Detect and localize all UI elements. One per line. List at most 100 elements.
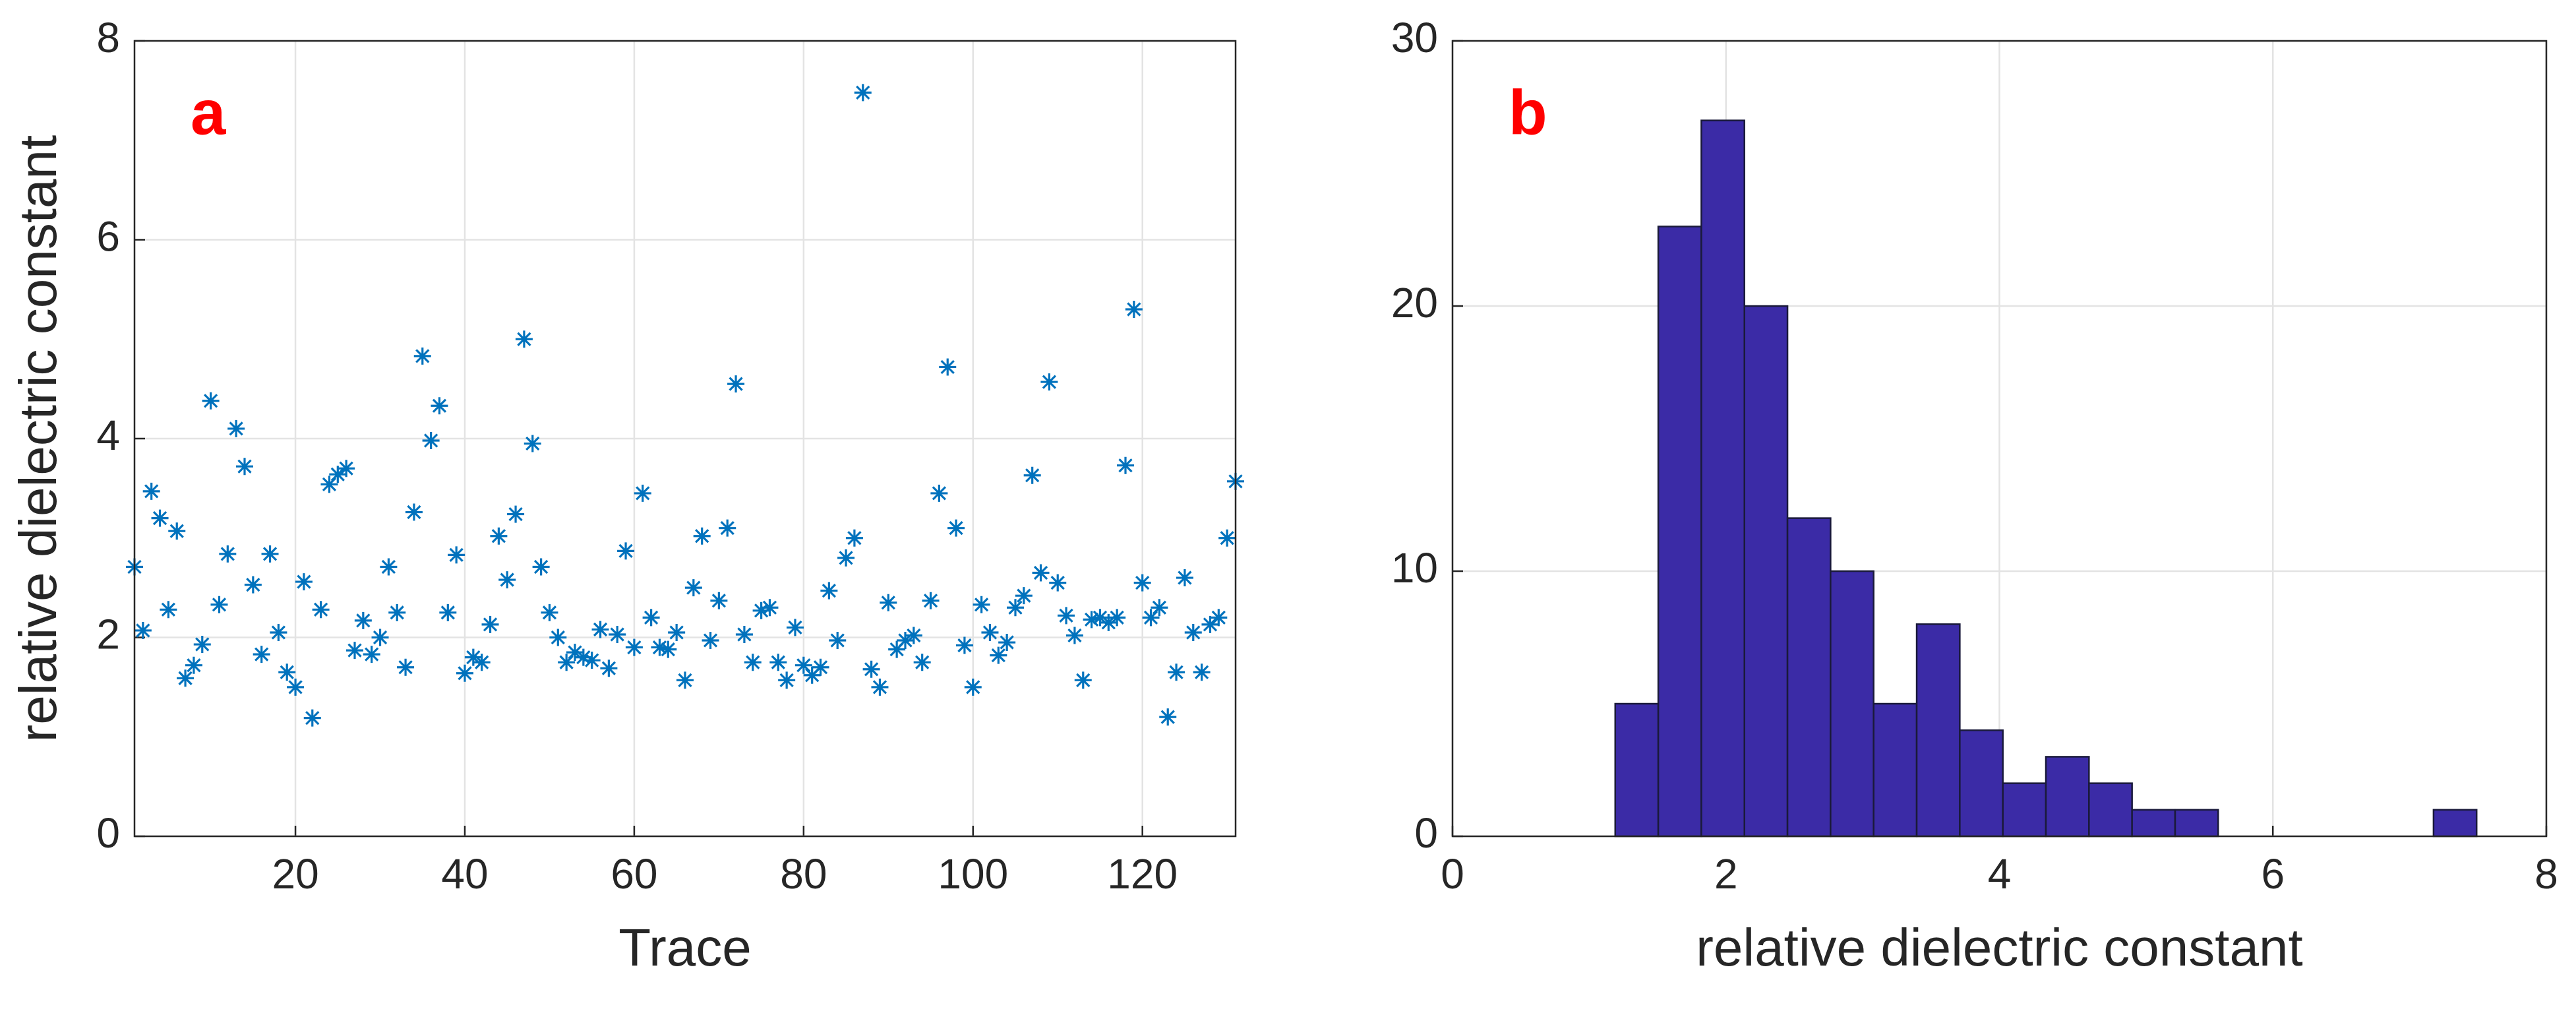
x-tick-label: 20 (272, 850, 318, 898)
data-point (168, 522, 186, 540)
y-tick-label: 2 (96, 610, 120, 658)
data-point (820, 582, 838, 600)
data-point (922, 592, 940, 609)
data-point (448, 546, 465, 564)
data-point (625, 638, 643, 656)
data-point (287, 678, 305, 696)
data-point (591, 621, 609, 638)
data-point (1168, 663, 1185, 681)
x-tick-label: 4 (1988, 850, 2012, 898)
data-point (210, 596, 228, 613)
histogram-bar (2088, 782, 2133, 838)
data-point (829, 632, 847, 650)
data-point (761, 599, 779, 617)
data-point (431, 397, 448, 415)
data-point (405, 503, 423, 521)
x-tick-label: 60 (611, 850, 657, 898)
data-point (880, 594, 897, 611)
data-point (981, 623, 999, 641)
data-point (1108, 609, 1126, 627)
data-point (346, 642, 363, 660)
data-point (363, 646, 380, 663)
data-point (752, 601, 770, 619)
data-point (973, 596, 990, 613)
data-point (744, 654, 762, 671)
histogram-bar (1786, 517, 1832, 838)
data-point (1184, 623, 1202, 641)
histogram-bar (2174, 809, 2219, 838)
histogram-bar (1872, 702, 1918, 838)
data-point (219, 545, 237, 563)
data-point (574, 648, 592, 666)
data-point (659, 640, 677, 658)
data-point (905, 627, 922, 644)
y-axis-label: relative dielectric constant (9, 135, 67, 742)
data-point (1151, 599, 1168, 617)
y-tick-label: 20 (1391, 279, 1438, 326)
data-point (151, 509, 169, 527)
histogram-bar (1915, 623, 1961, 838)
data-point (371, 629, 389, 646)
data-point (1176, 569, 1193, 587)
panel-label: b (1509, 77, 1547, 148)
histogram-bar (2045, 756, 2090, 838)
data-point (532, 558, 550, 576)
histogram-bar (2002, 782, 2047, 838)
data-point (354, 611, 372, 629)
x-tick-label: 100 (938, 850, 1008, 898)
data-point (947, 519, 965, 537)
y-tick-label: 4 (96, 412, 120, 459)
data-point (693, 527, 711, 545)
data-point (1100, 613, 1118, 631)
histogram-bar (2131, 809, 2176, 838)
y-tick-label: 0 (1414, 809, 1438, 857)
data-point (1210, 609, 1228, 627)
data-point (837, 549, 855, 567)
data-point (312, 601, 330, 619)
panel: 0 2 4 6 8 0 10 20 30 relative dielectric constant… (1391, 14, 2558, 977)
data-point (558, 654, 576, 671)
data-point (320, 476, 338, 493)
data-point (583, 652, 601, 669)
data-point (1074, 671, 1092, 689)
data-point (541, 603, 558, 621)
data-point (1117, 456, 1134, 474)
data-point (185, 656, 202, 674)
x-tick-label: 80 (780, 850, 827, 898)
x-tick-label: 40 (441, 850, 488, 898)
data-point (397, 658, 415, 676)
data-point (202, 392, 220, 410)
data-point (634, 484, 651, 502)
data-point (845, 529, 863, 547)
data-point (507, 505, 525, 523)
x-axis-label: relative dielectric constant (1696, 918, 2302, 977)
data-point (787, 619, 804, 636)
data-point (473, 654, 491, 671)
data-point (278, 663, 296, 681)
data-point (803, 666, 821, 684)
data-point (422, 432, 440, 450)
data-point (566, 644, 584, 662)
histogram-bar (1614, 702, 1660, 838)
data-point (651, 638, 669, 656)
data-point (676, 671, 694, 689)
data-point (1133, 574, 1151, 592)
data-point (1049, 574, 1067, 592)
data-point (160, 601, 177, 619)
data-point (481, 615, 499, 633)
data-point (464, 648, 482, 666)
histogram-bar (1657, 226, 1702, 838)
data-point (338, 460, 355, 478)
histogram-bar (1959, 729, 2004, 838)
data-point (990, 646, 1007, 664)
data-point (854, 84, 872, 102)
data-point (794, 656, 812, 674)
panel-label: a (191, 77, 226, 148)
data-point (888, 640, 906, 658)
data-point (684, 579, 702, 597)
data-point (1065, 627, 1083, 644)
data-point (955, 636, 973, 654)
data-point (642, 609, 660, 627)
data-point (498, 571, 516, 589)
